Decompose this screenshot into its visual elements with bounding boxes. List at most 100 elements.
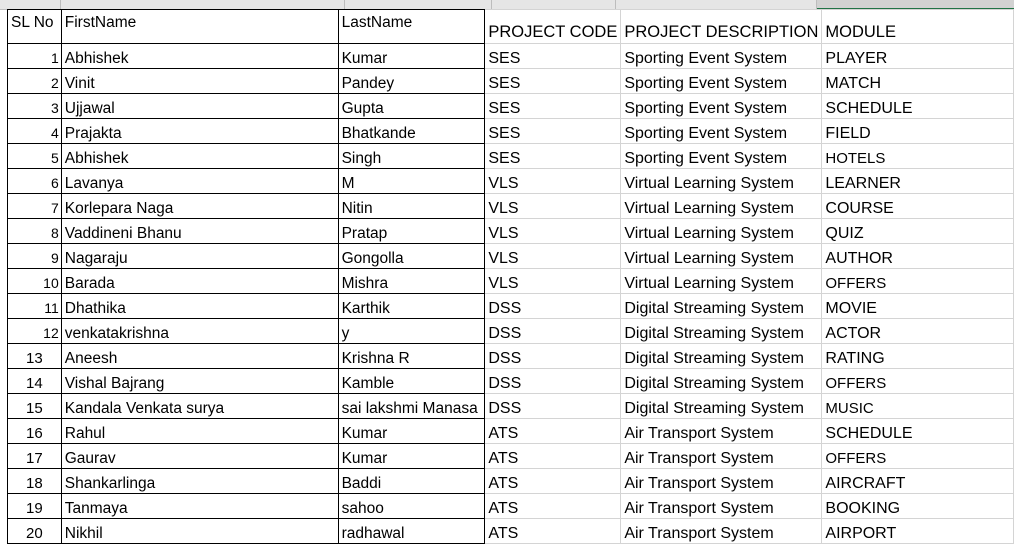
- cell-project-description[interactable]: Sporting Event System: [620, 93, 823, 119]
- cell-module[interactable]: AIRCRAFT: [821, 468, 1014, 494]
- cell-last-name[interactable]: Gupta: [337, 93, 486, 119]
- cell-module[interactable]: PLAYER: [821, 43, 1014, 69]
- cell-project-description[interactable]: Air Transport System: [620, 418, 823, 444]
- header-module[interactable]: MODULE: [821, 9, 1014, 44]
- cell-first-name[interactable]: Prajakta: [60, 118, 339, 144]
- header-project-description[interactable]: PROJECT DESCRIPTION: [620, 9, 823, 44]
- cell-sl-no[interactable]: 20: [7, 518, 62, 544]
- cell-project-code[interactable]: ATS: [484, 418, 622, 444]
- cell-first-name[interactable]: Nagaraju: [60, 243, 339, 269]
- cell-last-name[interactable]: Kumar: [337, 443, 486, 469]
- cell-module[interactable]: OFFERS: [821, 368, 1014, 394]
- cell-last-name[interactable]: Pratap: [337, 218, 486, 244]
- cell-first-name[interactable]: Nikhil: [60, 518, 339, 544]
- cell-first-name[interactable]: Kandala Venkata surya: [60, 393, 339, 419]
- cell-last-name[interactable]: Karthik: [337, 293, 486, 319]
- cell-project-code[interactable]: DSS: [484, 393, 622, 419]
- cell-project-description[interactable]: Digital Streaming System: [620, 393, 823, 419]
- cell-module[interactable]: RATING: [821, 343, 1014, 369]
- cell-first-name[interactable]: Gaurav: [60, 443, 339, 469]
- cell-last-name[interactable]: Kumar: [337, 418, 486, 444]
- cell-module[interactable]: OFFERS: [821, 268, 1014, 294]
- cell-first-name[interactable]: Lavanya: [60, 168, 339, 194]
- cell-sl-no[interactable]: 11: [7, 293, 62, 319]
- cell-sl-no[interactable]: 3: [7, 93, 62, 119]
- cell-sl-no[interactable]: 2: [7, 68, 62, 94]
- cell-project-code[interactable]: DSS: [484, 293, 622, 319]
- cell-module[interactable]: OFFERS: [821, 443, 1014, 469]
- cell-last-name[interactable]: Baddi: [337, 468, 486, 494]
- cell-project-code[interactable]: VLS: [484, 193, 622, 219]
- cell-last-name[interactable]: M: [337, 168, 486, 194]
- cell-sl-no[interactable]: 15: [7, 393, 62, 419]
- cell-project-description[interactable]: Digital Streaming System: [620, 343, 823, 369]
- cell-project-description[interactable]: Digital Streaming System: [620, 318, 823, 344]
- cell-last-name[interactable]: Singh: [337, 143, 486, 169]
- cell-last-name[interactable]: radhawal: [337, 518, 486, 544]
- header-first-name[interactable]: FirstName: [60, 9, 339, 44]
- cell-project-code[interactable]: SES: [484, 68, 622, 94]
- cell-first-name[interactable]: Ujjawal: [60, 93, 339, 119]
- cell-project-code[interactable]: VLS: [484, 268, 622, 294]
- cell-module[interactable]: HOTELS: [821, 143, 1014, 169]
- cell-project-description[interactable]: Sporting Event System: [620, 43, 823, 69]
- cell-project-description[interactable]: Air Transport System: [620, 443, 823, 469]
- cell-project-code[interactable]: VLS: [484, 218, 622, 244]
- cell-first-name[interactable]: Korlepara Naga: [60, 193, 339, 219]
- cell-first-name[interactable]: Vinit: [60, 68, 339, 94]
- cell-project-code[interactable]: SES: [484, 118, 622, 144]
- cell-first-name[interactable]: Abhishek: [60, 143, 339, 169]
- cell-module[interactable]: AUTHOR: [821, 243, 1014, 269]
- cell-module[interactable]: QUIZ: [821, 218, 1014, 244]
- cell-first-name[interactable]: Rahul: [60, 418, 339, 444]
- cell-project-description[interactable]: Digital Streaming System: [620, 293, 823, 319]
- cell-project-code[interactable]: VLS: [484, 243, 622, 269]
- cell-project-description[interactable]: Virtual Learning System: [620, 218, 823, 244]
- cell-module[interactable]: ACTOR: [821, 318, 1014, 344]
- cell-project-description[interactable]: Virtual Learning System: [620, 168, 823, 194]
- cell-sl-no[interactable]: 14: [7, 368, 62, 394]
- cell-module[interactable]: SCHEDULE: [821, 418, 1014, 444]
- cell-project-code[interactable]: SES: [484, 143, 622, 169]
- cell-project-code[interactable]: VLS: [484, 168, 622, 194]
- header-project-code[interactable]: PROJECT CODE: [484, 9, 622, 44]
- cell-project-description[interactable]: Air Transport System: [620, 493, 823, 519]
- cell-sl-no[interactable]: 12: [7, 318, 62, 344]
- cell-project-code[interactable]: DSS: [484, 343, 622, 369]
- cell-last-name[interactable]: Bhatkande: [337, 118, 486, 144]
- cell-last-name[interactable]: Gongolla: [337, 243, 486, 269]
- cell-first-name[interactable]: Shankarlinga: [60, 468, 339, 494]
- cell-first-name[interactable]: Vaddineni Bhanu: [60, 218, 339, 244]
- cell-project-description[interactable]: Virtual Learning System: [620, 243, 823, 269]
- cell-last-name[interactable]: Kamble: [337, 368, 486, 394]
- cell-project-description[interactable]: Virtual Learning System: [620, 193, 823, 219]
- cell-sl-no[interactable]: 16: [7, 418, 62, 444]
- cell-project-code[interactable]: ATS: [484, 443, 622, 469]
- cell-project-description[interactable]: Sporting Event System: [620, 143, 823, 169]
- cell-module[interactable]: MUSIC: [821, 393, 1014, 419]
- cell-project-code[interactable]: ATS: [484, 493, 622, 519]
- cell-module[interactable]: FIELD: [821, 118, 1014, 144]
- cell-project-code[interactable]: SES: [484, 43, 622, 69]
- header-last-name[interactable]: LastName: [337, 9, 486, 44]
- cell-project-description[interactable]: Digital Streaming System: [620, 368, 823, 394]
- cell-last-name[interactable]: sahoo: [337, 493, 486, 519]
- cell-project-code[interactable]: ATS: [484, 468, 622, 494]
- cell-last-name[interactable]: Nitin: [337, 193, 486, 219]
- cell-project-description[interactable]: Air Transport System: [620, 518, 823, 544]
- cell-sl-no[interactable]: 6: [7, 168, 62, 194]
- cell-module[interactable]: MATCH: [821, 68, 1014, 94]
- cell-sl-no[interactable]: 9: [7, 243, 62, 269]
- cell-project-description[interactable]: Sporting Event System: [620, 68, 823, 94]
- cell-first-name[interactable]: Abhishek: [60, 43, 339, 69]
- cell-module[interactable]: AIRPORT: [821, 518, 1014, 544]
- cell-last-name[interactable]: Mishra: [337, 268, 486, 294]
- cell-sl-no[interactable]: 19: [7, 493, 62, 519]
- cell-project-description[interactable]: Virtual Learning System: [620, 268, 823, 294]
- cell-module[interactable]: SCHEDULE: [821, 93, 1014, 119]
- cell-first-name[interactable]: Dhathika: [60, 293, 339, 319]
- cell-project-code[interactable]: SES: [484, 93, 622, 119]
- cell-module[interactable]: LEARNER: [821, 168, 1014, 194]
- cell-last-name[interactable]: y: [337, 318, 486, 344]
- cell-module[interactable]: COURSE: [821, 193, 1014, 219]
